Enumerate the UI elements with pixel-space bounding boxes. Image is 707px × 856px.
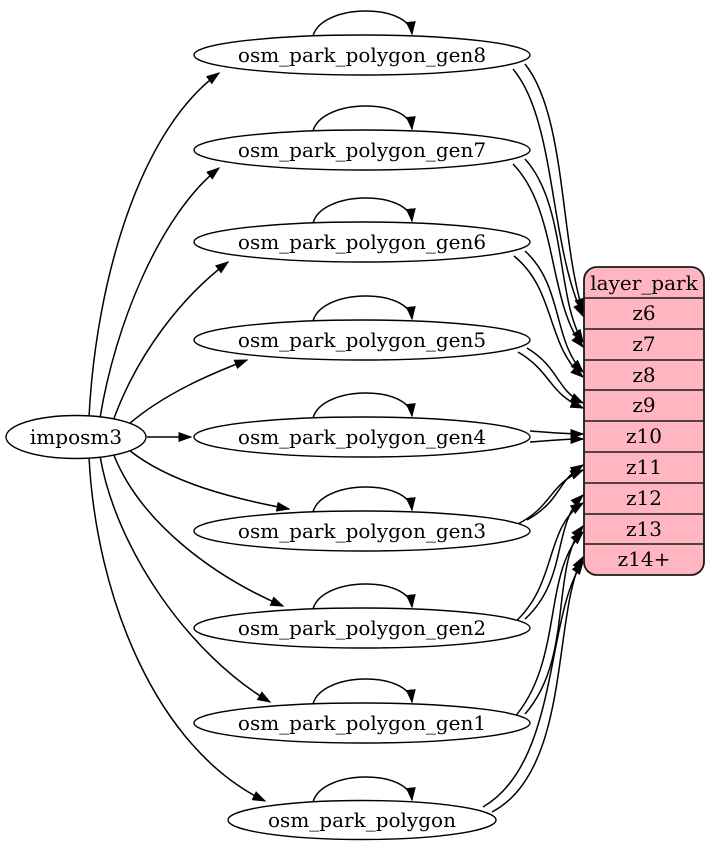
gen6-label: osm_park_polygon_gen6 — [238, 230, 486, 254]
layer-row-z9: z9 — [632, 393, 655, 417]
edge-gen4-to-z10-1 — [529, 428, 585, 439]
edge-gen8-to-z6-1 — [524, 63, 584, 313]
self-loop-gen3 — [312, 486, 416, 513]
edge-gen6-to-z8-2 — [513, 255, 585, 378]
layer-row-z11: z11 — [626, 455, 662, 479]
edge-gen1-to-z13-2 — [512, 530, 585, 720]
gen4-ellipse — [193, 416, 531, 458]
gen3-label: osm_park_polygon_gen3 — [238, 519, 486, 543]
node-osm-park-polygon-gen6: osm_park_polygon_gen6 — [193, 221, 531, 263]
node-osm-park-polygon-gen3: osm_park_polygon_gen3 — [193, 510, 531, 552]
gen3-ellipse — [193, 510, 531, 552]
gen7-label: osm_park_polygon_gen7 — [238, 138, 486, 162]
layer-row-z10: z10 — [626, 424, 662, 448]
edge-gen2-to-z12-2 — [513, 502, 585, 624]
edge-imposm3-to-polygon — [88, 456, 267, 802]
gen5-ellipse — [193, 319, 531, 361]
edge-polygon-to-z14-1 — [491, 555, 584, 813]
self-loop-gen4 — [312, 392, 416, 419]
edge-gen8-to-z6-2 — [512, 68, 584, 318]
edge-imposm3-to-gen1 — [99, 455, 272, 703]
edge-polygon-to-z14-2 — [482, 560, 584, 808]
edge-gen7-to-z7-1 — [524, 158, 584, 344]
edge-gen6-to-z8-1 — [524, 250, 585, 374]
self-loop-gen6 — [312, 197, 416, 224]
node-osm-park-polygon-gen8: osm_park_polygon_gen8 — [193, 34, 531, 76]
edge-imposm3-to-gen6 — [112, 261, 230, 422]
gen7-ellipse — [193, 129, 531, 171]
self-loop-gen7 — [312, 105, 416, 132]
edges-to-layer — [482, 63, 585, 813]
node-osm-park-polygon: osm_park_polygon — [227, 799, 497, 841]
layer-park-table: layer_park z6 z7 z8 z9 z10 z11 z12 z13 z… — [583, 266, 705, 576]
gen5-label: osm_park_polygon_gen5 — [238, 328, 486, 352]
gen2-ellipse — [193, 607, 531, 649]
edges-from-source — [88, 72, 291, 802]
edge-imposm3-to-gen7 — [99, 167, 221, 419]
layer-row-z13: z13 — [626, 517, 662, 541]
layer-row-z7: z7 — [632, 332, 655, 356]
gen2-label: osm_park_polygon_gen2 — [238, 616, 486, 640]
edge-imposm3-to-gen8 — [88, 72, 221, 418]
layer-row-z6: z6 — [632, 301, 655, 325]
edge-gen3-to-z11-2 — [517, 469, 585, 525]
polygon-label: osm_park_polygon — [268, 808, 456, 832]
node-osm-park-polygon-gen7: osm_park_polygon_gen7 — [193, 129, 531, 171]
edge-gen7-to-z7-2 — [512, 163, 584, 349]
self-loop-gen8 — [312, 10, 416, 37]
gen8-label: osm_park_polygon_gen8 — [238, 43, 486, 67]
imposm3-ellipse — [5, 414, 147, 460]
imposm3-label: imposm3 — [30, 425, 122, 449]
edge-imposm3-to-gen3 — [128, 449, 291, 512]
gen1-label: osm_park_polygon_gen1 — [238, 711, 486, 735]
gen4-label: osm_park_polygon_gen4 — [238, 425, 486, 449]
edge-imposm3-to-gen2 — [112, 452, 285, 607]
self-loop-gen2 — [312, 583, 416, 610]
edge-gen5-to-z9-1 — [526, 347, 585, 404]
node-osm-park-polygon-gen2: osm_park_polygon_gen2 — [193, 607, 531, 649]
node-osm-park-polygon-gen5: osm_park_polygon_gen5 — [193, 319, 531, 361]
node-imposm3: imposm3 — [5, 414, 147, 460]
gen6-ellipse — [193, 221, 531, 263]
edge-imposm3-to-gen5 — [128, 359, 249, 425]
polygon-ellipse — [227, 799, 497, 841]
node-osm-park-polygon-gen1: osm_park_polygon_gen1 — [193, 702, 531, 744]
node-osm-park-polygon-gen4: osm_park_polygon_gen4 — [193, 416, 531, 458]
self-loop-gen5 — [312, 295, 416, 322]
self-loop-polygon — [312, 776, 416, 803]
edge-gen5-to-z9-2 — [517, 351, 585, 409]
layer-row-z14plus: z14+ — [618, 547, 671, 571]
self-loops — [312, 10, 416, 803]
gen8-ellipse — [193, 34, 531, 76]
self-loop-gen1 — [312, 678, 416, 705]
layer-park-title: layer_park — [590, 271, 698, 295]
layer-row-z8: z8 — [632, 363, 655, 387]
gen1-ellipse — [193, 702, 531, 744]
edge-gen4-to-z10-2 — [529, 434, 585, 445]
layer-row-z12: z12 — [626, 486, 662, 510]
